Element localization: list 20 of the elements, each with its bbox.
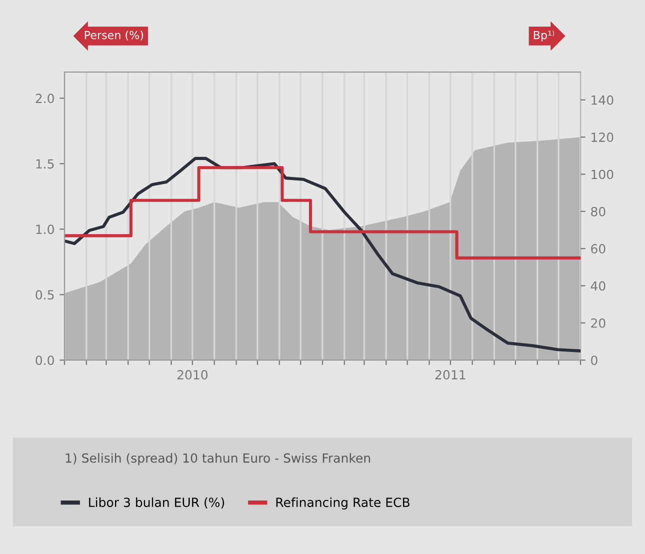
y-tick-label: 1.5 — [36, 159, 54, 169]
x-tick-label: 2011 — [435, 370, 466, 380]
y2-tick-label: 20 — [591, 318, 606, 328]
y-tick-label: 1.0 — [36, 224, 54, 234]
legend-label: Refinancing Rate ECB — [276, 497, 410, 510]
text: 1) Selisih (spread) 10 tahun Euro - Swiss Franken — [66, 453, 370, 466]
y2-tick-label: 100 — [592, 170, 614, 180]
y-tick-label: 0.0 — [36, 356, 54, 366]
y-axis-title: Persen (%) — [84, 30, 144, 41]
y2-tick-label: 120 — [592, 132, 614, 142]
y2-tick-label: 0 — [591, 356, 598, 366]
y2-tick-label: 60 — [591, 244, 606, 254]
y2-axis-title: Bp¹⁾ — [534, 30, 554, 42]
legend-label: Libor 3 bulan EUR (%) — [89, 497, 224, 509]
y-tick-label: 2.0 — [36, 94, 54, 104]
y-tick-label: 0.5 — [36, 290, 54, 300]
y2-tick-label: 40 — [590, 281, 606, 291]
y2-tick-label: 140 — [592, 95, 614, 105]
x-tick-label: 2010 — [177, 370, 208, 380]
y2-tick-label: 80 — [591, 206, 606, 216]
